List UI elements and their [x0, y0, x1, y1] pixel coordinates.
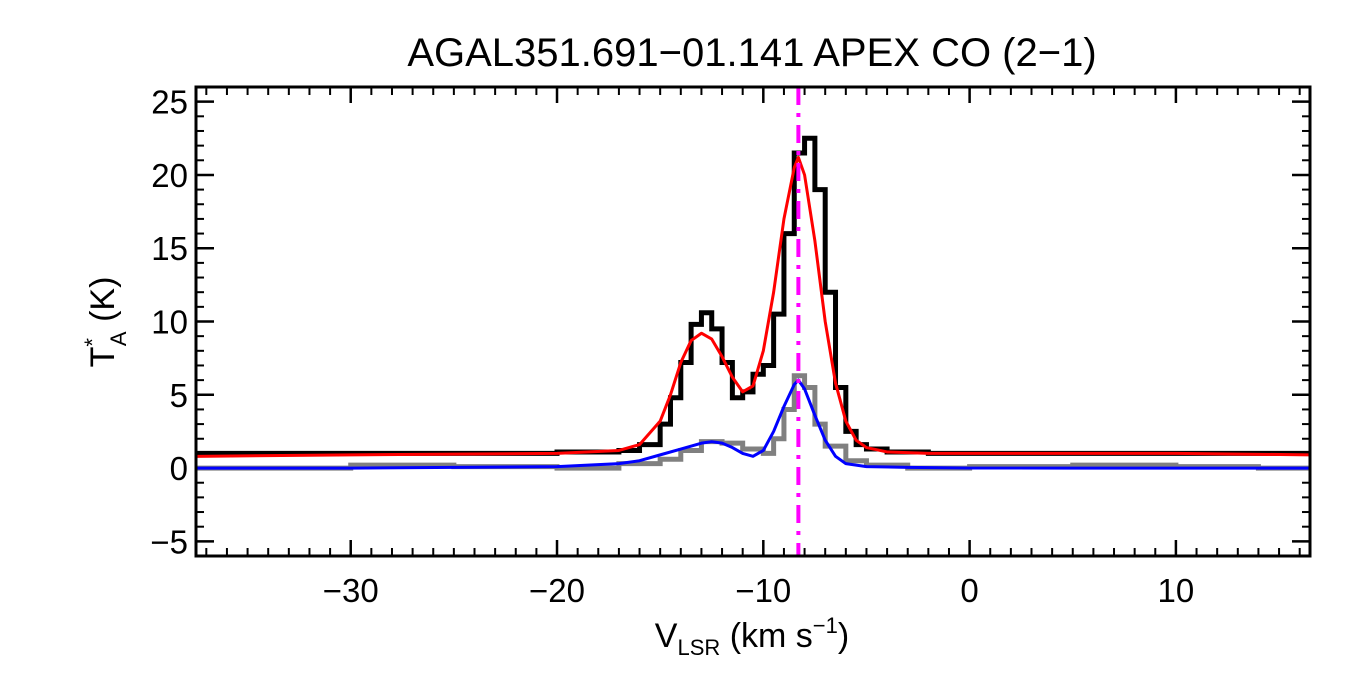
- series-layer: [196, 87, 1310, 556]
- svg-text:VLSR (km s−1): VLSR (km s−1): [655, 613, 849, 660]
- y-axis-label: T*A (K): [80, 277, 131, 368]
- fit-curve-blue: [196, 378, 1310, 470]
- x-label-sub: LSR: [677, 635, 720, 660]
- y-tick-label: 10: [151, 304, 188, 341]
- axes-layer: −30 −20 −10 0 10 −5 0 5 10 15 20 25: [150, 84, 1310, 609]
- plot-frame: [194, 85, 1312, 558]
- y-tick-label: 25: [151, 84, 188, 121]
- series-group: [196, 87, 1310, 556]
- y-label-sup: *: [80, 338, 105, 347]
- svg-text:T*A (K): T*A (K): [80, 277, 131, 368]
- x-tick-label: 10: [1158, 572, 1195, 609]
- y-tick-label: 0: [170, 450, 188, 487]
- y-tick-label: 15: [151, 230, 188, 267]
- x-label-main: V: [655, 617, 678, 655]
- x-label-unit-post: ): [838, 617, 849, 655]
- y-label-unit: (K): [84, 277, 122, 332]
- observed-spectrum-black: [196, 135, 1310, 456]
- fit-curve-red: [196, 155, 1310, 458]
- y-tick-label: −5: [150, 523, 188, 560]
- x-tick-label: −20: [529, 572, 585, 609]
- y-tick-label: 5: [170, 377, 188, 414]
- x-label-sup: −1: [813, 613, 838, 638]
- x-tick-label: −30: [323, 572, 379, 609]
- frame-layer: [194, 85, 1312, 558]
- chart-title: AGAL351.691−01.141 APEX CO (2−1): [407, 31, 1096, 75]
- y-tick-label: 20: [151, 157, 188, 194]
- y-label-main: T: [84, 347, 122, 368]
- x-tick-label: 0: [960, 572, 978, 609]
- x-tick-label: −10: [735, 572, 791, 609]
- x-axis-label: VLSR (km s−1): [655, 613, 849, 660]
- x-label-unit-pre: (km s: [720, 617, 813, 655]
- y-label-sub: A: [106, 331, 131, 346]
